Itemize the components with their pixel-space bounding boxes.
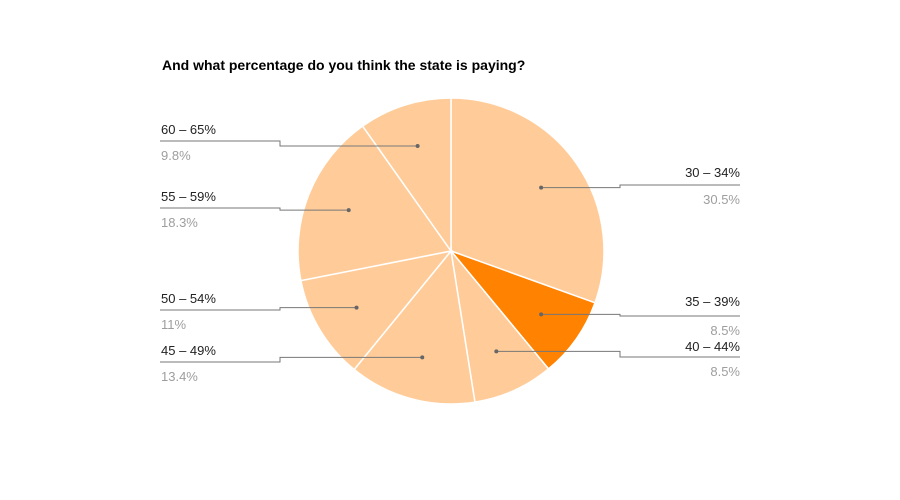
leader-dot-6 (346, 208, 351, 213)
slice-label-6: 55 – 59% (161, 189, 216, 204)
leader-dot-2 (539, 312, 544, 317)
slice-label-3: 40 – 44% (685, 339, 740, 354)
slice-value-4: 13.4% (161, 369, 198, 384)
chart-title: And what percentage do you think the sta… (162, 57, 526, 73)
slice-label-4: 45 – 49% (161, 343, 216, 358)
leader-dot-7 (415, 144, 420, 149)
slice-value-5: 11% (161, 317, 186, 332)
leader-dot-3 (494, 349, 499, 354)
slice-value-2: 8.5% (710, 323, 740, 338)
slice-value-7: 9.8% (161, 148, 191, 163)
slice-label-7: 60 – 65% (161, 122, 216, 137)
pie-slice-4[interactable] (353, 249, 476, 405)
leader-dot-1 (539, 185, 544, 190)
leader-dot-5 (354, 305, 359, 310)
leader-line-2 (541, 313, 740, 317)
slice-value-6: 18.3% (161, 215, 198, 230)
slice-value-3: 8.5% (710, 364, 740, 379)
leader-line-7 (160, 140, 418, 147)
slice-label-5: 50 – 54% (161, 291, 216, 306)
leader-line-5 (160, 307, 357, 311)
pie-slice-6[interactable] (297, 125, 453, 282)
leader-dot-4 (420, 355, 425, 360)
leader-line-4 (160, 356, 423, 363)
slice-label-2: 35 – 39% (685, 294, 740, 309)
slice-label-1: 30 – 34% (685, 165, 740, 180)
leader-line-3 (496, 350, 740, 358)
pie-slice-5[interactable] (300, 249, 453, 371)
slice-value-1: 30.5% (703, 192, 740, 207)
leader-line-6 (160, 207, 349, 211)
leader-line-1 (541, 184, 740, 189)
pie-slice-1[interactable] (450, 97, 605, 304)
pie-slice-7[interactable] (361, 97, 452, 254)
